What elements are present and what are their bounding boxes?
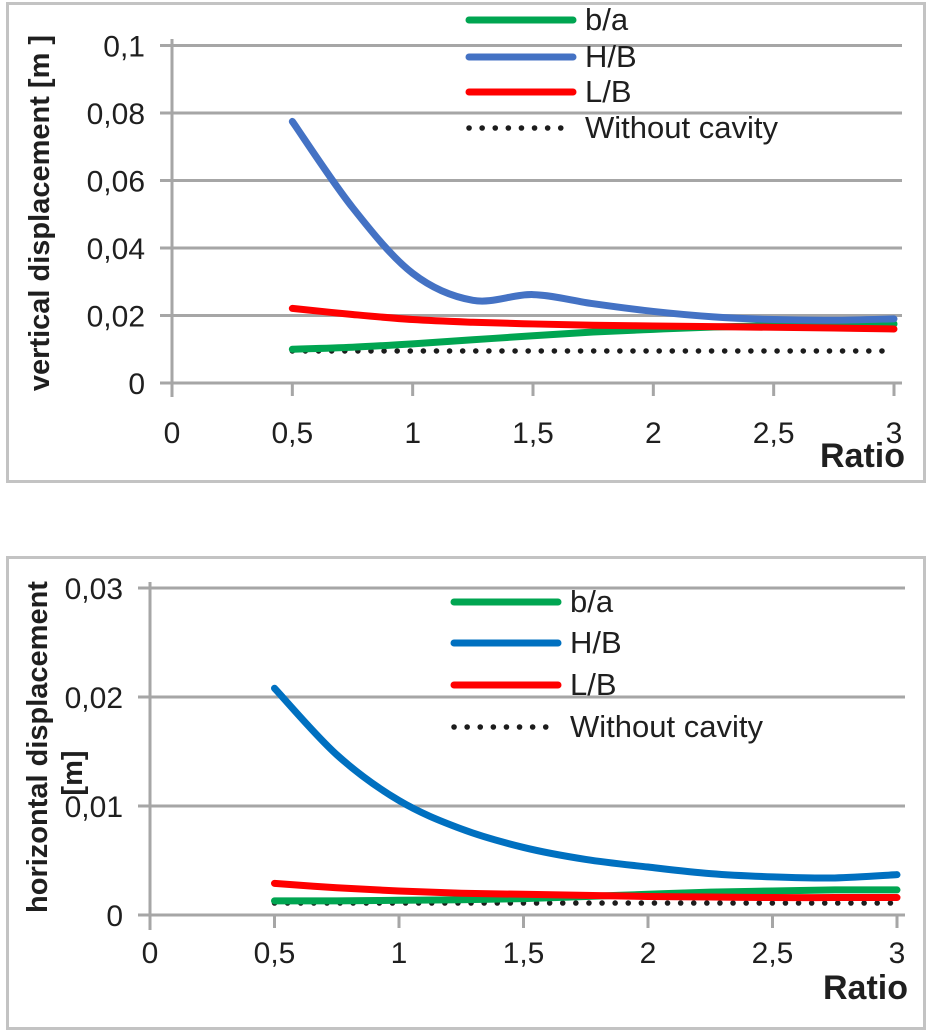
series-h-b: [288, 117, 898, 324]
x-tick-label: 1,5: [512, 417, 554, 450]
y-tick-label: 0,1: [103, 31, 145, 64]
y-tick-label: 0: [106, 900, 123, 933]
y-tick-label: 0,06: [87, 166, 145, 199]
x-tick-label: 0: [164, 417, 181, 450]
x-tick-label: 2,5: [753, 417, 795, 450]
x-tick-label: 0,5: [271, 417, 313, 450]
series-h-b: [271, 684, 901, 882]
vertical-displacement-figure: 0 0,02 0,04 0,06 0,08 0,1 0 0,5 1 1,5 2 2,5 3 Ratio v…: [6, 2, 926, 483]
x-axis-title: Ratio: [820, 437, 905, 475]
y-tick-label: 0,02: [87, 301, 145, 334]
horizontal-displacement-figure: 0 0,01 0,02 0,03 0 0,5 1 1,5 2 2,5 3 Ratio horizont…: [6, 556, 926, 1030]
y-tick-label: 0,08: [87, 98, 145, 131]
x-tick-label: 2: [645, 417, 662, 450]
y-tick-label: 0,03: [65, 573, 123, 606]
y-tick-label: 0,04: [87, 233, 145, 266]
series-l-b: [271, 879, 901, 902]
x-tick-label: 1: [404, 417, 421, 450]
x-tick-label: 1,5: [503, 937, 545, 970]
x-tick-label: 1: [391, 937, 408, 970]
x-tick-label: 2,5: [752, 937, 794, 970]
y-axis-unit: [m]: [57, 750, 89, 796]
x-tick-label: 3: [886, 417, 903, 450]
y-tick-label: 0,01: [65, 791, 123, 824]
series-l-b: [288, 304, 898, 333]
x-axis-title: Ratio: [823, 969, 908, 1007]
y-tick-label: 0,02: [65, 682, 123, 715]
y-tick-label: 0: [128, 368, 145, 401]
x-tick-label: 0: [142, 937, 159, 970]
x-tick-label: 3: [889, 937, 906, 970]
y-axis-title: vertical displacement [m ]: [24, 34, 56, 392]
x-tick-label: 2: [640, 937, 657, 970]
x-tick-label: 0,5: [254, 937, 296, 970]
